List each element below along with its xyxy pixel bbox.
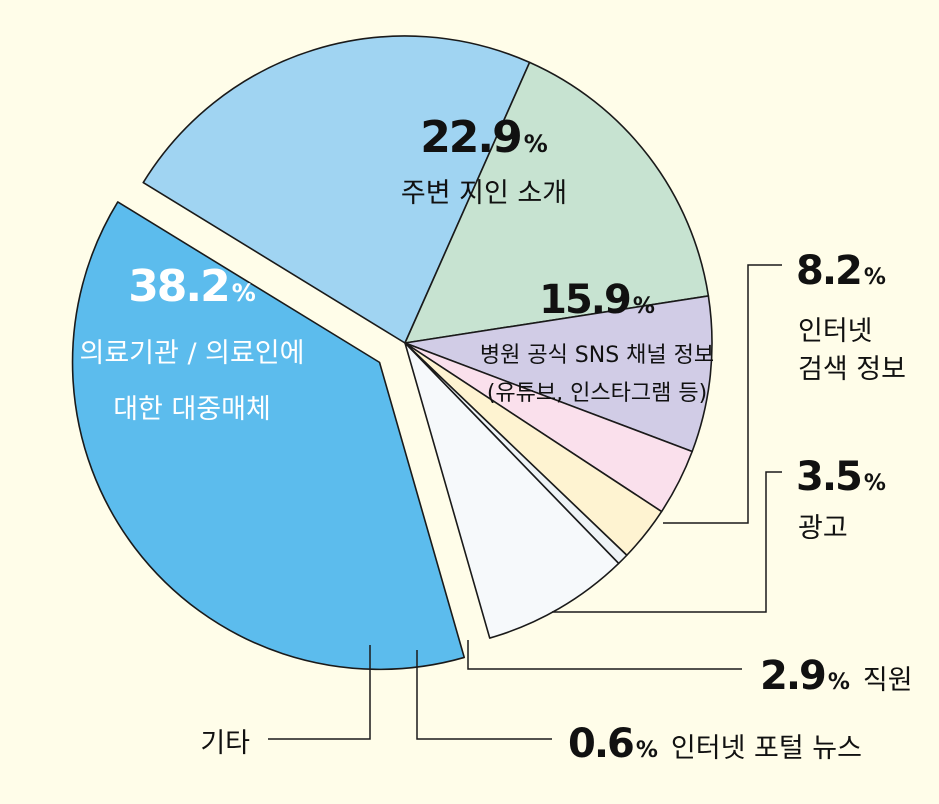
slice-2-label: 검색 정보 <box>798 354 906 385</box>
slice-2-value: 8.2% <box>796 248 886 294</box>
slice-0-value: 22.9% <box>420 112 548 163</box>
slice-5-label: 인터넷 포털 뉴스 <box>671 733 862 764</box>
slice-2-wedge <box>404 295 713 453</box>
slice-7-label: 대한 대중매체 <box>113 394 271 425</box>
slice-1-wedge <box>404 61 710 344</box>
slice-3-label: 광고 <box>798 513 848 544</box>
slice-2-leader <box>663 264 782 524</box>
slice-5-leader <box>416 650 552 740</box>
slice-7-value: 38.2% <box>128 261 256 312</box>
slice-1-value: 15.9% <box>539 277 655 323</box>
slice-6-label: 기타 <box>200 728 250 759</box>
leader-lines <box>268 264 782 740</box>
slice-4-leader <box>467 640 742 670</box>
slice-1-label: (유튜브, 인스타그램 등) <box>487 381 707 406</box>
slice-labels: 22.9 % 주변 지인 소개 15.9 % 병원 공식 SNS 채널 정보 (유튜브, 인… <box>80 112 913 767</box>
slice-6-leader <box>268 645 371 740</box>
slice-0-label: 주변 지인 소개 <box>401 178 567 209</box>
slice-3-value: 3.5% <box>796 454 886 500</box>
slice-5-value: 0.6% <box>568 721 658 767</box>
slice-0-wedge <box>142 35 531 344</box>
slice-6-wedge <box>404 342 620 639</box>
slice-3-leader <box>552 471 782 613</box>
slice-4-value: 2.9% <box>760 653 850 699</box>
slice-1-label: 병원 공식 SNS 채널 정보 <box>480 343 714 368</box>
slice-7-wedge <box>71 201 466 671</box>
pie-slices <box>71 35 713 671</box>
slice-2-label: 인터넷 <box>798 316 873 347</box>
slice-7-label: 의료기관 / 의료인에 <box>80 338 305 369</box>
slice-4-label: 직원 <box>863 665 913 696</box>
